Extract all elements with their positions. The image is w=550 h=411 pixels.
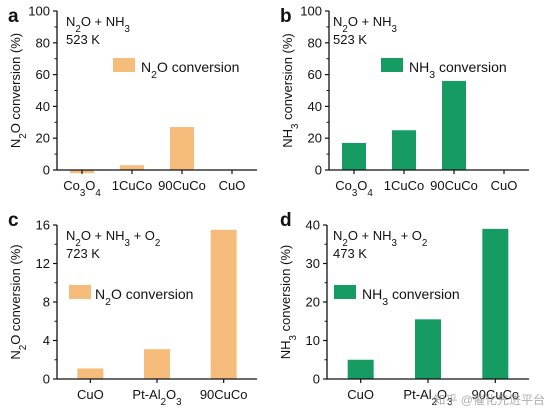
panel-letter-a: a bbox=[8, 6, 19, 27]
y-tick-label-d-1: 10 bbox=[306, 333, 320, 348]
bar-b-2 bbox=[442, 80, 466, 170]
y-axis-title-d: NH3 conversion (%) bbox=[278, 245, 299, 360]
y-tick-label-a-1: 20 bbox=[36, 131, 50, 146]
panel-c: 0 4 8 12 16 CuO Pt-Al2O3 90CuCo N2O conversion (… bbox=[8, 210, 257, 408]
x-tick-label-b-2: 90CuCo bbox=[430, 178, 478, 193]
x-tick-label-d-1: Pt-Al2O3 bbox=[403, 387, 452, 408]
bar-a-1 bbox=[120, 165, 144, 170]
panel-letter-d: d bbox=[280, 210, 292, 231]
y-tick-label-d-0: 0 bbox=[313, 372, 320, 387]
annotation-c-1: 723 K bbox=[66, 246, 100, 261]
y-axis-title-b: NH3 conversion (%) bbox=[280, 33, 301, 148]
annotation-d-1: 473 K bbox=[333, 246, 367, 261]
bar-c-2 bbox=[210, 229, 237, 379]
annotation-a-1: 523 K bbox=[66, 32, 100, 47]
x-tick-label-a-0: Co3O4 bbox=[63, 178, 101, 199]
y-tick-label-b-5: 100 bbox=[300, 4, 322, 19]
x-tick-label-a-2: 90CuCo bbox=[158, 178, 206, 193]
y-tick-label-a-4: 80 bbox=[36, 35, 50, 50]
x-tick-label-b-3: CuO bbox=[491, 178, 518, 193]
y-tick-label-a-5: 100 bbox=[28, 4, 50, 19]
x-tick-label-b-0: Co3O4 bbox=[335, 178, 373, 199]
legend-swatch-a bbox=[113, 58, 135, 72]
y-tick-label-b-0: 0 bbox=[315, 163, 322, 178]
y-tick-label-d-3: 30 bbox=[306, 256, 320, 271]
annotation-b-1: 523 K bbox=[333, 32, 367, 47]
x-tick-label-b-1: 1CuCo bbox=[384, 178, 424, 193]
panel-letter-b: b bbox=[280, 6, 292, 27]
bar-a-2 bbox=[170, 127, 194, 170]
bar-c-1 bbox=[144, 349, 170, 379]
y-tick-label-c-2: 8 bbox=[43, 295, 50, 310]
panel-a: 0 20 40 60 80 100 Co3O4 1CuCo 90CuCo CuO N2O conve… bbox=[8, 4, 257, 199]
bar-b-0 bbox=[342, 142, 366, 170]
y-axis-title-a: N2O conversion (%) bbox=[8, 33, 29, 148]
y-tick-label-b-1: 20 bbox=[308, 131, 322, 146]
y-axis-title-c: N2O conversion (%) bbox=[8, 244, 29, 359]
annotation-a-0: N2O + NH3 bbox=[66, 14, 130, 35]
y-tick-label-c-0: 0 bbox=[43, 372, 50, 387]
annotation-d-0: N2O + NH3 + O2 bbox=[333, 228, 427, 249]
y-tick-label-a-3: 60 bbox=[36, 67, 50, 82]
bar-b-1 bbox=[392, 130, 416, 170]
legend-label-a: N2O conversion bbox=[141, 59, 239, 81]
x-tick-label-c-0: CuO bbox=[77, 387, 104, 402]
legend-swatch-c bbox=[69, 285, 91, 299]
bar-d-1 bbox=[415, 319, 441, 379]
x-tick-label-a-1: 1CuCo bbox=[112, 178, 152, 193]
panel-letter-c: c bbox=[8, 210, 19, 231]
y-tick-label-c-1: 4 bbox=[43, 333, 50, 348]
x-tick-label-c-2: 90CuCo bbox=[200, 387, 248, 402]
y-tick-label-a-0: 0 bbox=[43, 163, 50, 178]
panel-d: 0 10 20 30 40 CuO Pt-Al2O3 90CuCo NH3 conversion… bbox=[278, 210, 529, 408]
y-tick-label-d-4: 40 bbox=[306, 218, 320, 233]
bar-d-2 bbox=[482, 228, 509, 379]
y-tick-label-d-2: 20 bbox=[306, 295, 320, 310]
x-tick-label-d-0: CuO bbox=[347, 387, 374, 402]
y-tick-label-b-4: 80 bbox=[308, 35, 322, 50]
legend-label-d: NH3 conversion bbox=[362, 286, 460, 308]
bar-d-0 bbox=[347, 359, 374, 379]
x-tick-label-d-2: 90CuCo bbox=[471, 387, 519, 402]
y-tick-label-a-2: 40 bbox=[36, 99, 50, 114]
x-tick-label-a-3: CuO bbox=[219, 178, 246, 193]
legend-swatch-d bbox=[334, 285, 356, 299]
y-tick-label-b-3: 60 bbox=[308, 67, 322, 82]
y-tick-label-c-4: 16 bbox=[36, 218, 50, 233]
bar-c-0 bbox=[77, 368, 104, 379]
legend-label-b: NH3 conversion bbox=[409, 59, 507, 81]
x-tick-label-c-1: Pt-Al2O3 bbox=[132, 387, 181, 408]
y-tick-label-b-2: 40 bbox=[308, 99, 322, 114]
panel-b: 0 20 40 60 80 100 Co3O4 1CuCo 90CuCo CuO NH3 conve… bbox=[280, 4, 529, 199]
y-tick-label-c-3: 12 bbox=[36, 256, 50, 271]
watermark-text: 知乎 @催化先进平台 bbox=[433, 392, 545, 407]
annotation-b-0: N2O + NH3 bbox=[333, 14, 397, 35]
annotation-c-0: N2O + NH3 + O2 bbox=[66, 228, 160, 249]
legend-swatch-b bbox=[381, 58, 403, 72]
legend-label-c: N2O conversion bbox=[95, 286, 193, 308]
